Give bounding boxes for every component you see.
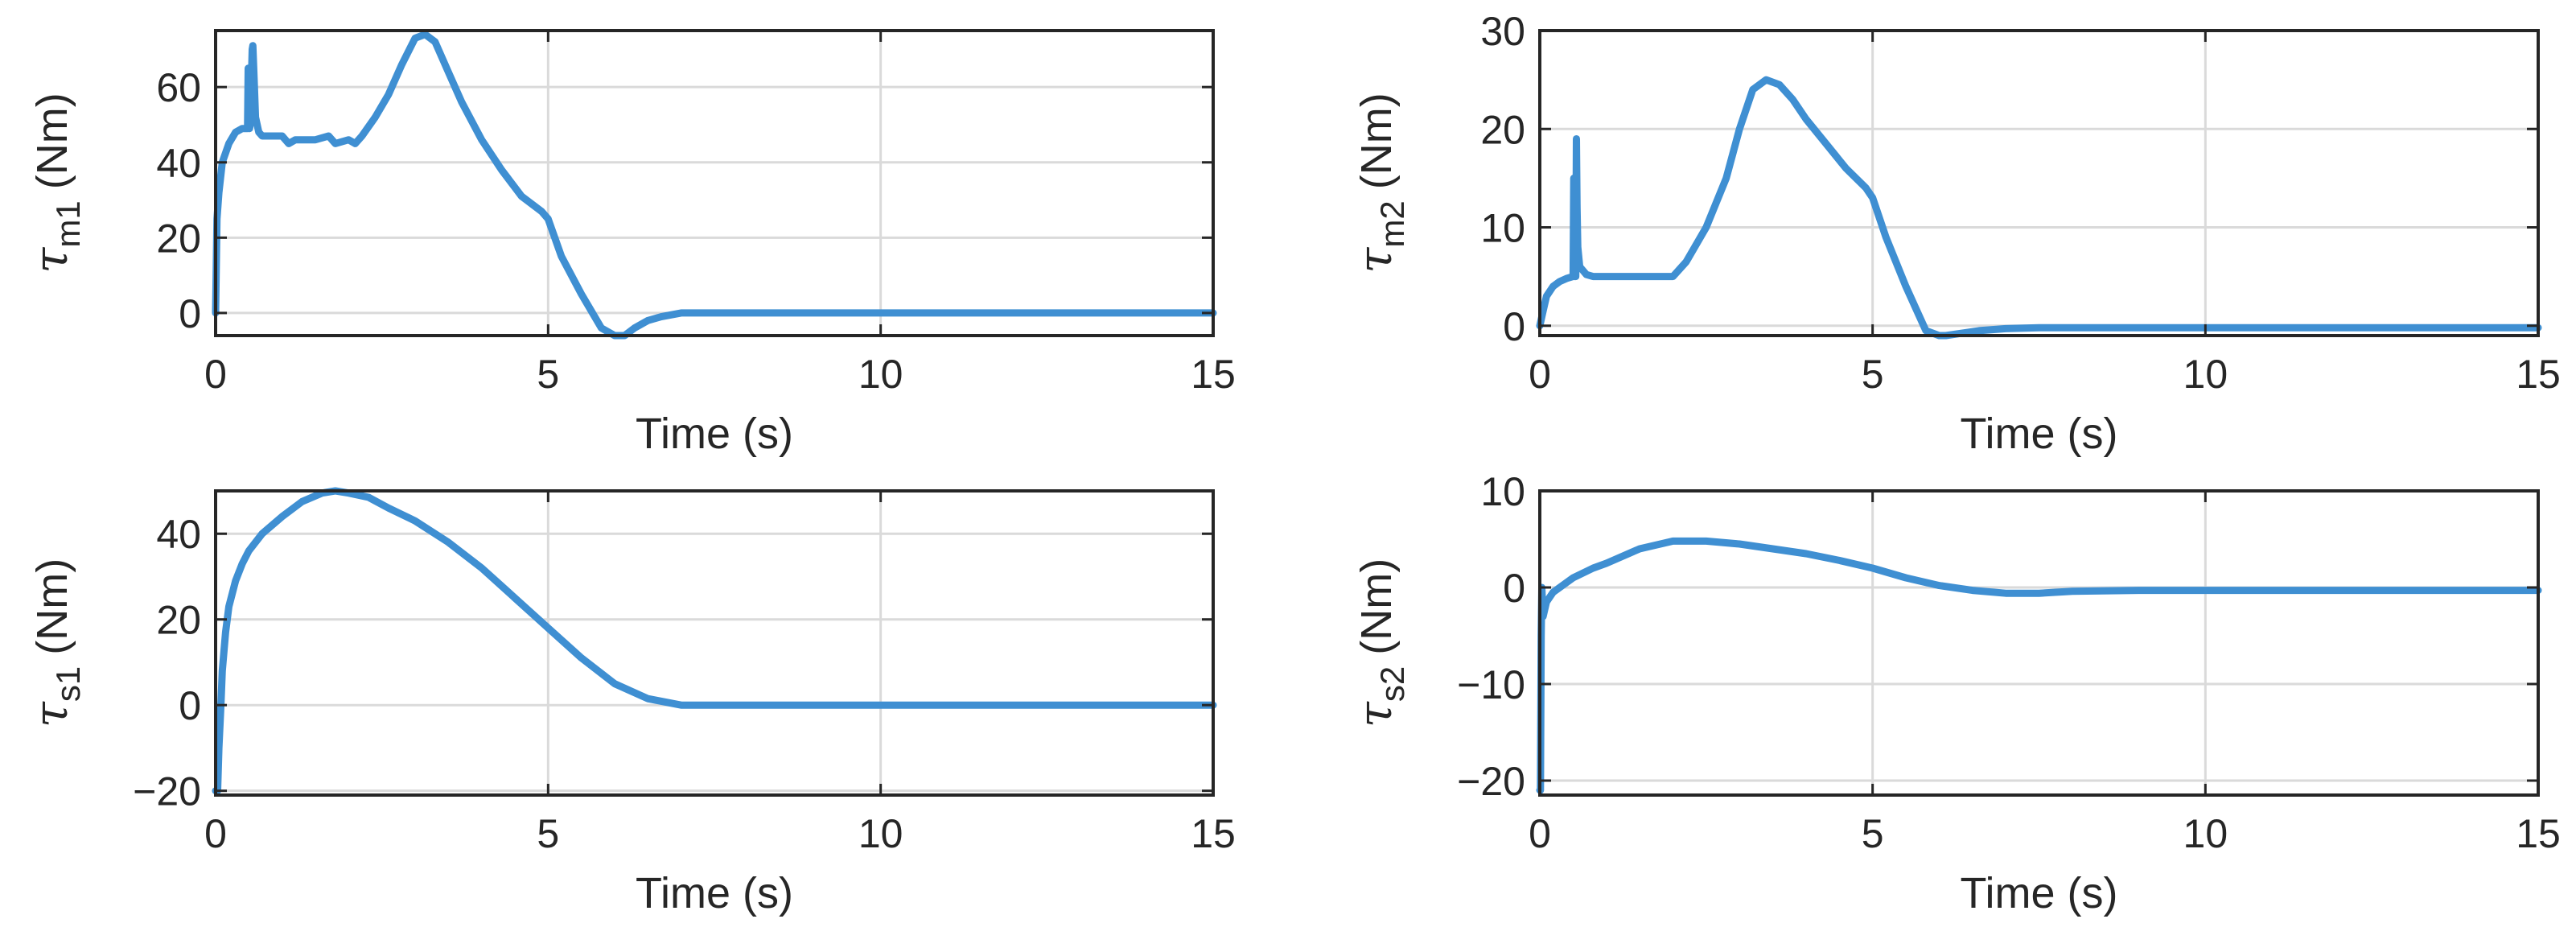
x-tick-label: 15 <box>2516 811 2561 856</box>
y-tick-label: 20 <box>1480 107 1525 152</box>
x-axis-label: Time (s) <box>1961 410 2118 458</box>
y-axis-label-subscript: s2 <box>1373 666 1411 702</box>
axes-box <box>214 489 1215 797</box>
series-line-1 <box>212 487 1217 795</box>
x-tick-label: 5 <box>537 811 559 856</box>
chart-panel-1: 0 5 10 15 0 20 40 60 Time (s) τm1 (Nm) <box>23 29 1236 458</box>
y-tick-label: 0 <box>179 291 201 336</box>
x-tick-label: 0 <box>204 352 227 397</box>
x-axis-label: Time (s) <box>636 869 793 917</box>
chart-panel-4: 0 5 10 15 −20 −10 0 10 Time (s) τs2 (Nm) <box>1348 469 2561 917</box>
y-tick-label: 0 <box>1503 304 1525 349</box>
y-axis-label-unit: (Nm) <box>1352 558 1401 655</box>
y-axis-label: τs1 (Nm) <box>23 558 87 727</box>
y-tick-label: 20 <box>156 598 201 643</box>
plot-area <box>1540 491 2538 795</box>
y-axis-label: τm2 (Nm) <box>1348 93 1411 273</box>
x-axis-label: Time (s) <box>636 410 793 458</box>
y-tick-label: 20 <box>156 216 201 261</box>
plot-area <box>216 491 1213 795</box>
x-tick-label: 10 <box>858 811 903 856</box>
x-tick-label: 15 <box>1191 352 1236 397</box>
y-axis-label-subscript: m1 <box>49 200 87 247</box>
plot-area <box>216 31 1213 336</box>
y-axis-label: τm1 (Nm) <box>23 93 87 273</box>
y-axis-label-subscript: m2 <box>1373 200 1411 247</box>
y-tick-label: −20 <box>133 769 201 814</box>
x-tick-label: 0 <box>204 811 227 856</box>
x-axis-label: Time (s) <box>1961 869 2118 917</box>
y-tick-label: 0 <box>179 683 201 728</box>
x-tick-label: 0 <box>1529 352 1551 397</box>
y-axis-label-unit: (Nm) <box>28 558 76 655</box>
y-tick-label: 60 <box>156 65 201 110</box>
axes-box <box>1538 489 2540 797</box>
y-tick-label: 40 <box>156 512 201 557</box>
y-tick-label: 10 <box>1480 469 1525 514</box>
x-tick-label: 5 <box>537 352 559 397</box>
y-tick-label: −10 <box>1457 662 1525 707</box>
x-tick-label: 10 <box>2183 352 2228 397</box>
x-tick-label: 5 <box>1862 811 1884 856</box>
y-axis-label: τs2 (Nm) <box>1348 558 1411 727</box>
axes-box <box>214 29 1215 337</box>
y-tick-label: 30 <box>1480 9 1525 54</box>
series-line-1 <box>1536 537 2542 794</box>
x-tick-label: 15 <box>1191 811 1236 856</box>
y-tick-label: 40 <box>156 141 201 186</box>
x-tick-label: 0 <box>1529 811 1551 856</box>
y-tick-label: −20 <box>1457 759 1525 804</box>
y-tick-label: 10 <box>1480 206 1525 251</box>
x-tick-label: 5 <box>1862 352 1884 397</box>
y-axis-label-symbol: τ <box>1348 247 1402 274</box>
y-axis-label-unit: (Nm) <box>28 93 76 189</box>
plot-area <box>1540 31 2538 336</box>
y-tick-label: 0 <box>1503 566 1525 611</box>
x-tick-label: 10 <box>2183 811 2228 856</box>
y-axis-label-symbol: τ <box>23 247 78 274</box>
series-line-1 <box>212 31 1217 340</box>
y-axis-label-unit: (Nm) <box>1352 93 1401 189</box>
y-axis-label-symbol: τ <box>1348 701 1402 727</box>
y-axis-label-symbol: τ <box>23 701 78 727</box>
y-axis-label-subscript: s1 <box>49 666 87 702</box>
axes-box <box>1538 29 2540 337</box>
x-tick-label: 10 <box>858 352 903 397</box>
chart-panel-2: 0 5 10 15 0 10 20 30 Time (s) τm2 (Nm) <box>1348 9 2561 458</box>
x-tick-label: 15 <box>2516 352 2561 397</box>
